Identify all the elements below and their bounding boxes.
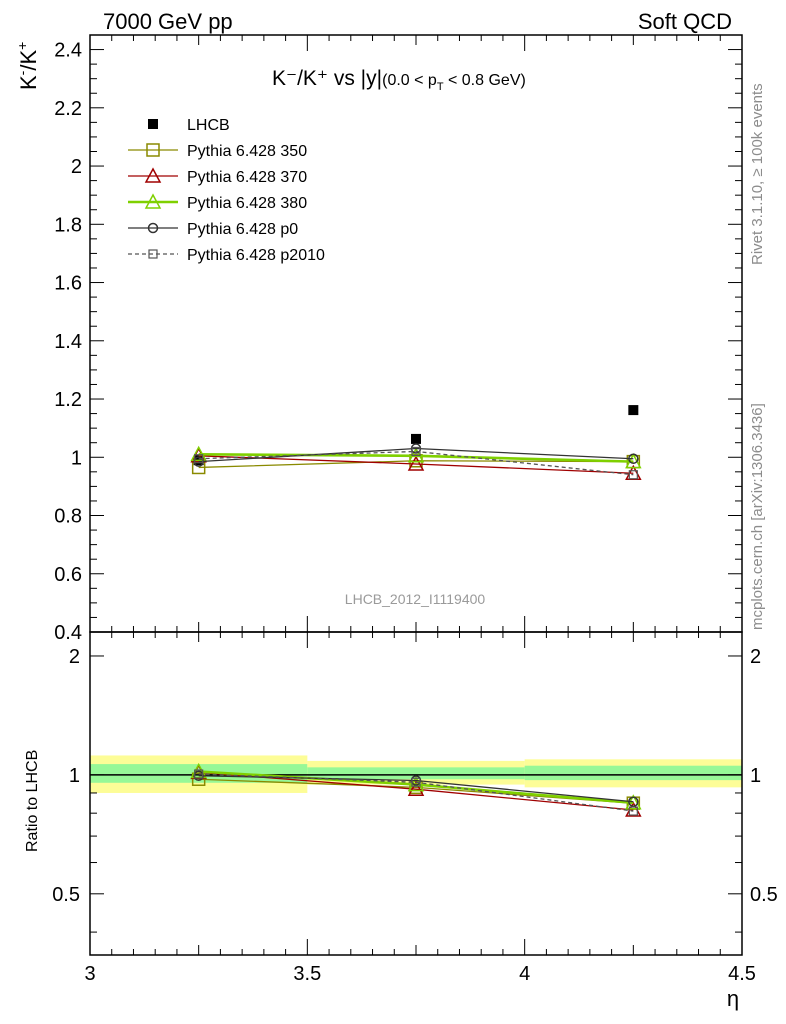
main-point-pythia-6-428-p2010	[628, 470, 638, 480]
legend-entry-pythia-6-428-380: Pythia 6.428 380	[128, 193, 307, 212]
main-y-label: K-/K+	[14, 42, 41, 90]
main-point-pythia-6-428-380	[190, 445, 207, 462]
main-point-pythia-6-428-p2010	[411, 446, 421, 457]
plot-title-main: K⁻/K⁺ vs |y|	[272, 67, 382, 90]
main-line-pythia-6-428-370	[198, 455, 634, 474]
main-ytick-label: 1.6	[54, 273, 82, 295]
main-y-axis: 0.4 0.6 0.8 1 1.2 1.4 1.6 1.8 2 2.2 2.4	[54, 34, 742, 644]
ratio-ytick-label-right: 1	[750, 765, 761, 787]
legend-entry-pythia-6-428-370: Pythia 6.428 370	[128, 167, 307, 186]
main-point-lhcb	[628, 405, 639, 416]
ratio-point-pythia-6-428-350	[191, 772, 206, 786]
ratio-ytick-label-right: 2	[750, 646, 761, 668]
energy-label: 7000 GeV pp	[103, 9, 233, 34]
legend-marker	[148, 249, 158, 259]
legend-label: Pythia 6.428 p2010	[187, 247, 325, 264]
main-ytick-label: 0.8	[54, 506, 82, 528]
main-series-group	[190, 405, 642, 481]
x-axis: 3 3.5 4 4.5	[84, 35, 756, 985]
ratio-band-green	[307, 767, 525, 780]
main-ytick-label: 1	[71, 447, 82, 469]
legend: LHCB Pythia 6.428 350 Pythia 6.428 370 Pyth…	[128, 117, 325, 264]
plot-title-cut-close: < 0.8 GeV)	[444, 72, 526, 89]
ratio-y-axis: 0.5 0.5 1 1 2 2	[52, 646, 778, 933]
ratio-point-pythia-6-428-370	[407, 780, 425, 796]
legend-entry-pythia-6-428-350: Pythia 6.428 350	[128, 143, 307, 160]
ratio-ytick-label: 2	[69, 646, 80, 668]
ratio-ytick-label: 0.5	[52, 884, 80, 906]
ratio-series-group	[190, 762, 642, 817]
x-tick-label: 3.5	[293, 963, 321, 985]
legend-entry-pythia-6-428-p0: Pythia 6.428 p0	[128, 221, 298, 238]
main-ytick-label: 0.6	[54, 564, 82, 586]
x-axis-label: η	[727, 986, 739, 1011]
legend-label: Pythia 6.428 p0	[187, 221, 298, 238]
main-line-pythia-6-428-p0	[198, 447, 634, 463]
ratio-ytick-label-right: 0.5	[750, 884, 778, 906]
ratio-point-pythia-6-428-p2010	[411, 777, 421, 787]
legend-label: Pythia 6.428 350	[187, 143, 307, 160]
main-ytick-label: 0.4	[54, 622, 82, 644]
analysis-watermark: LHCB_2012_I1119400	[345, 591, 486, 607]
main-ytick-label: 1.8	[54, 214, 82, 236]
main-point-lhcb	[411, 433, 421, 444]
main-point-pythia-6-428-370	[407, 455, 425, 471]
legend-marker	[146, 143, 160, 157]
plot-title: K⁻/K⁺ vs |y|(0.0 < pT < 0.8 GeV)	[272, 67, 526, 93]
ratio-point-pythia-6-428-p2010	[628, 806, 638, 816]
rivet-label: Rivet 3.1.10, ≥ 100k events	[749, 83, 766, 265]
ratio-uncertainty-bands	[90, 755, 742, 793]
legend-entry-lhcb: LHCB	[148, 117, 230, 134]
mcplots-label: mcplots.cern.ch [arXiv:1306.3436]	[749, 403, 766, 630]
plot-title-cut: (0.0 < p	[382, 72, 437, 89]
ratio-series-pythia-6-428-p2010	[194, 769, 638, 816]
x-tick-label: 3	[84, 963, 95, 985]
ratio-y-label: Ratio to LHCB	[24, 750, 41, 852]
main-series-pythia-6-428-p2010	[194, 446, 638, 480]
main-ytick-label: 1.2	[54, 389, 82, 411]
x-tick-label: 4	[519, 963, 530, 985]
legend-label: Pythia 6.428 380	[187, 195, 307, 212]
main-point-pythia-6-428-p2010	[194, 454, 204, 464]
plot-title-cut-sub: T	[437, 81, 444, 93]
main-line-pythia-6-428-350	[198, 460, 634, 469]
main-ytick-label: 2	[71, 156, 82, 178]
ratio-line-pythia-6-428-p2010	[198, 773, 634, 812]
main-ytick-label: 2.2	[54, 98, 82, 120]
main-line-pythia-6-428-p2010	[198, 450, 634, 476]
main-ytick-label: 2.4	[54, 40, 82, 62]
legend-marker	[148, 119, 158, 129]
ratio-point-pythia-6-428-p2010	[194, 769, 204, 779]
main-ytick-label: 1.4	[54, 331, 82, 353]
main-point-pythia-6-428-p0	[628, 453, 639, 464]
legend-marker	[144, 167, 162, 183]
legend-label: LHCB	[187, 117, 230, 134]
legend-entry-pythia-6-428-p2010: Pythia 6.428 p2010	[128, 247, 325, 264]
ratio-ytick-label: 1	[69, 765, 80, 787]
ratio-point-pythia-6-428-p0	[628, 796, 639, 808]
x-tick-label: 4.5	[728, 963, 756, 985]
legend-marker	[144, 193, 162, 209]
ratio-band-green	[524, 765, 742, 781]
legend-label: Pythia 6.428 370	[187, 169, 307, 186]
process-label: Soft QCD	[638, 9, 732, 34]
legend-marker	[147, 222, 159, 234]
ratio-point-pythia-6-428-380	[625, 794, 642, 810]
